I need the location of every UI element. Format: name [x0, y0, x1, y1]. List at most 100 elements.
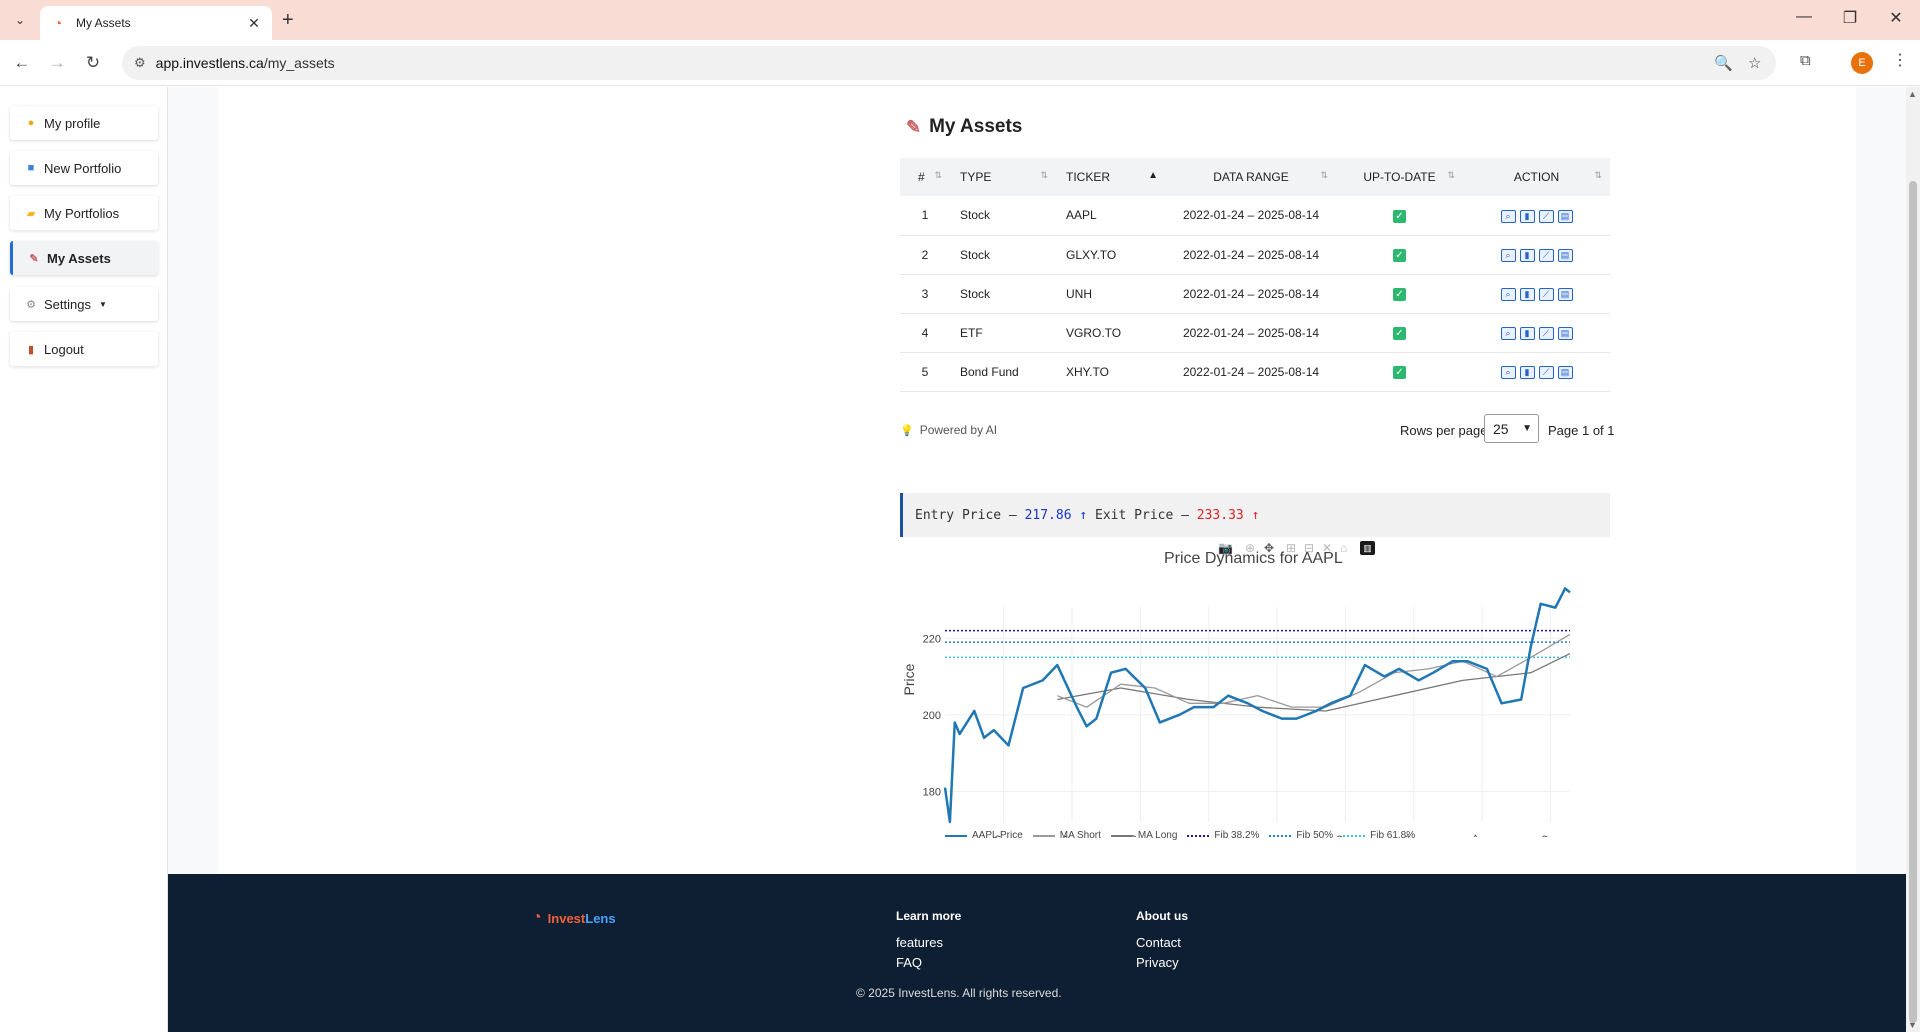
- chart-legend: AAPL Price MA Short MA Long Fib 38.2% Fi…: [945, 830, 1425, 841]
- exit-up-arrow-icon: ↑: [1251, 507, 1260, 523]
- search-icon[interactable]: ⌕: [1500, 249, 1516, 262]
- column-header-up-to-date[interactable]: UP-TO-DATE ⇅: [1336, 158, 1463, 196]
- table-row: 1 Stock AAPL 2022-01-24 – 2025-08-14 ✓ ⌕…: [900, 196, 1610, 236]
- zoom-in-icon[interactable]: ⊞: [1286, 541, 1297, 555]
- tab-search-chevron-icon[interactable]: ⌄: [14, 13, 26, 27]
- legend-item-fib-382[interactable]: Fib 38.2%: [1187, 830, 1259, 841]
- forward-arrow-icon[interactable]: →: [48, 53, 66, 72]
- column-header-num[interactable]: # ⇅: [900, 158, 950, 196]
- pan-icon[interactable]: ✥: [1264, 541, 1275, 555]
- search-icon[interactable]: ⌕: [1500, 209, 1516, 223]
- bar-chart-icon[interactable]: ▮: [1519, 366, 1535, 379]
- footer-link-contact[interactable]: Contact: [1136, 935, 1181, 950]
- camera-icon[interactable]: 📷: [1218, 541, 1233, 555]
- search-icon[interactable]: ⌕: [1500, 366, 1516, 379]
- logo-lens-text: Lens: [585, 910, 616, 926]
- plotly-logo-icon[interactable]: ▥: [1360, 541, 1375, 555]
- close-tab-icon[interactable]: ✕: [248, 14, 260, 31]
- browser-tab[interactable]: ◔ My Assets ✕: [40, 6, 272, 40]
- column-header-type[interactable]: TYPE ⇅: [950, 158, 1056, 196]
- calculator-icon[interactable]: ▤: [1557, 288, 1573, 301]
- zoom-icon[interactable]: ⊕: [1245, 541, 1256, 555]
- action-cell: ⌕ ▮ ⟋ ▤: [1463, 313, 1610, 353]
- zoom-out-icon[interactable]: ⊟: [1304, 541, 1315, 555]
- legend-item-ma-short[interactable]: MA Short: [1032, 830, 1101, 841]
- scrollbar-thumb[interactable]: [1909, 181, 1917, 1023]
- entry-up-arrow-icon: ↑: [1079, 507, 1088, 523]
- assets-icon: ✎: [29, 252, 39, 265]
- table-row: 3 Stock UNH 2022-01-24 – 2025-08-14 ✓ ⌕ ▮…: [900, 274, 1610, 314]
- bar-chart-icon[interactable]: ▮: [1519, 288, 1535, 301]
- calculator-icon[interactable]: ▤: [1557, 209, 1573, 223]
- x-tick-label: Jul 27: [1460, 834, 1485, 838]
- sidebar-item-label: My Assets: [47, 250, 111, 266]
- footer-link-features[interactable]: features: [896, 935, 943, 950]
- sidebar-item-logout[interactable]: ▮ Logout: [10, 332, 158, 366]
- legend-item-ma-long[interactable]: MA Long: [1110, 830, 1177, 841]
- folder-icon: ▰: [26, 207, 36, 220]
- scroll-up-arrow-icon[interactable]: ▲: [1908, 89, 1917, 99]
- footer-link-faq[interactable]: FAQ: [896, 955, 923, 970]
- extensions-icon[interactable]: ⧉: [1800, 52, 1811, 69]
- row-number: 3: [900, 274, 950, 314]
- page-scrollbar[interactable]: ▲ ▼: [1906, 87, 1920, 1032]
- calculator-icon[interactable]: ▤: [1557, 327, 1573, 340]
- legend-item-fib-50[interactable]: Fib 50%: [1269, 830, 1333, 841]
- price-chart[interactable]: 180200220Apr 202025May 04May 18Jun 01Jun…: [900, 577, 1580, 837]
- column-header-action[interactable]: ACTION ⇅: [1463, 158, 1610, 196]
- bar-chart-icon[interactable]: ▮: [1519, 327, 1535, 340]
- legend-label: Fib 61.8%: [1370, 830, 1416, 841]
- profile-avatar[interactable]: E: [1851, 52, 1873, 74]
- row-number: 5: [900, 352, 950, 392]
- line-chart-icon[interactable]: ⟋: [1538, 249, 1554, 262]
- address-bar[interactable]: ⚙ app.investlens.ca/my_assets 🔍 ☆: [122, 46, 1776, 80]
- sidebar-item-my-portfolios[interactable]: ▰ My Portfolios: [10, 196, 158, 230]
- footer-learn-more-heading: Learn more: [896, 909, 962, 923]
- scroll-down-arrow-icon[interactable]: ▼: [1908, 1020, 1917, 1030]
- reset-axes-home-icon[interactable]: ⌂: [1340, 541, 1348, 555]
- new-tab-icon[interactable]: +: [282, 9, 294, 31]
- site-info-icon[interactable]: ⚙: [134, 55, 146, 70]
- line-chart-icon[interactable]: ⟋: [1538, 288, 1554, 301]
- zoom-icon[interactable]: 🔍: [1714, 55, 1733, 72]
- rows-per-page-label: Rows per page:: [1400, 423, 1492, 438]
- restore-icon[interactable]: ❐: [1842, 10, 1858, 27]
- rows-per-page-select[interactable]: 25 ▼: [1484, 414, 1539, 443]
- sidebar-item-settings[interactable]: ⚙ Settings ▼: [10, 287, 158, 321]
- search-icon[interactable]: ⌕: [1500, 327, 1516, 340]
- line-chart-icon[interactable]: ⟋: [1538, 209, 1554, 223]
- up-to-date-cell: ✓: [1336, 235, 1463, 275]
- sidebar-item-my-assets[interactable]: ✎ My Assets: [10, 241, 158, 275]
- close-window-icon[interactable]: ✕: [1889, 10, 1903, 27]
- footer-logo[interactable]: ◔ Invest Lens: [532, 909, 616, 927]
- footer-link-privacy[interactable]: Privacy: [1136, 955, 1179, 970]
- calculator-icon[interactable]: ▤: [1557, 366, 1573, 379]
- autoscale-icon[interactable]: ✕: [1322, 541, 1333, 555]
- action-cell: ⌕ ▮ ⟋ ▤: [1463, 352, 1610, 392]
- bar-chart-icon[interactable]: ▮: [1519, 209, 1535, 223]
- line-chart-icon[interactable]: ⟋: [1538, 366, 1554, 379]
- minimize-icon[interactable]: —: [1796, 8, 1812, 25]
- reload-icon[interactable]: ↻: [85, 53, 101, 72]
- up-to-date-cell: ✓: [1336, 196, 1463, 236]
- back-arrow-icon[interactable]: ←: [13, 53, 31, 72]
- column-header-data-range[interactable]: DATA RANGE ⇅: [1166, 158, 1336, 196]
- legend-item-fib-618[interactable]: Fib 61.8%: [1343, 830, 1415, 841]
- bookmark-star-icon[interactable]: ☆: [1748, 55, 1762, 72]
- column-header-ticker[interactable]: TICKER ▲: [1056, 158, 1166, 196]
- sidebar-item-label: New Portfolio: [44, 160, 122, 176]
- column-header-label: #: [918, 170, 925, 184]
- browser-menu-icon[interactable]: ⋮: [1892, 52, 1908, 69]
- bar-chart-icon[interactable]: ▮: [1519, 249, 1535, 262]
- line-chart-icon[interactable]: ⟋: [1538, 327, 1554, 340]
- sidebar-item-new-portfolio[interactable]: ■ New Portfolio: [10, 151, 158, 185]
- sidebar-item-my-profile[interactable]: ● My profile: [10, 106, 158, 140]
- calculator-icon[interactable]: ▤: [1557, 249, 1573, 262]
- door-icon: ▮: [27, 343, 35, 356]
- exit-price-label: Exit Price –: [1095, 507, 1189, 523]
- legend-label: MA Short: [1059, 830, 1101, 841]
- search-icon[interactable]: ⌕: [1500, 288, 1516, 301]
- legend-item-aapl-price[interactable]: AAPL Price: [945, 830, 1023, 841]
- sort-icon: ⇅: [1447, 170, 1455, 180]
- chart-title: Price Dynamics for AAPL: [1164, 550, 1343, 567]
